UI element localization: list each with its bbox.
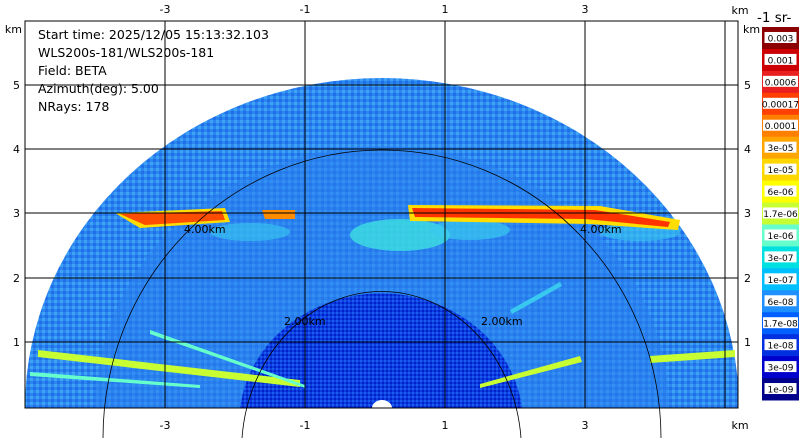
colorbar-label-bg	[763, 119, 798, 131]
colorbar-label-bg	[763, 75, 798, 87]
y-tick-label: 4	[744, 143, 751, 156]
clutter-streak	[480, 356, 582, 388]
colorbar-title: -1 sr-	[757, 10, 792, 26]
colorbar-label-bg	[764, 163, 797, 175]
scan-info-panel: Start time: 2025/12/05 15:13:32.103 WLS2…	[38, 26, 269, 116]
colorbar-label: 0.003	[768, 34, 794, 44]
clutter-streak	[650, 350, 735, 363]
cloud-layer-left-b	[262, 210, 295, 219]
x-unit-label: km	[731, 4, 748, 17]
y-unit-label: km	[743, 23, 760, 36]
y-unit-label: km	[5, 23, 22, 36]
y-tick-label: 5	[13, 79, 20, 92]
colorbar-label-bg	[763, 97, 798, 109]
colorbar-label: 1.7e-06	[763, 210, 798, 220]
colorbar-label: 1e-08	[768, 342, 794, 352]
x-unit-label: km	[731, 419, 748, 432]
colorbar-label: 1e-07	[768, 276, 794, 286]
colorbar-label-bg	[764, 229, 797, 241]
y-axis-left: km 5 4 3 2 1	[5, 23, 22, 349]
clutter-streak	[30, 372, 200, 388]
aerosol-patch	[430, 220, 510, 240]
colorbar-label: 3e-09	[768, 364, 794, 374]
y-tick-label: 4	[13, 143, 20, 156]
colorbar-label: 1e-05	[768, 166, 794, 176]
colorbar-label: 0.00017	[762, 100, 799, 110]
colorbar-label-bg	[764, 273, 797, 285]
colorbar-label-bg	[763, 207, 798, 219]
colorbar-label-bg	[764, 339, 797, 351]
colorbar-label-bg	[764, 141, 797, 153]
colorbar-label-bg	[764, 31, 797, 43]
colorbar-label-bg	[763, 317, 798, 329]
clutter-streak	[510, 282, 562, 314]
y-tick-label: 5	[744, 79, 751, 92]
range-ring-label: 4.00km	[580, 223, 622, 236]
radar-data-layer	[25, 78, 738, 408]
clutter-streak	[38, 350, 300, 387]
colorbar-label: 1.7e-08	[763, 320, 798, 330]
range-ring-label: 4.00km	[184, 223, 226, 236]
x-axis-bottom: -3 -1 1 3 km	[160, 419, 749, 432]
y-tick-label: 3	[13, 207, 20, 220]
y-tick-label: 1	[744, 336, 751, 349]
x-tick-label: -1	[300, 419, 311, 432]
x-tick-label: -3	[160, 3, 171, 16]
x-axis-top: -3 -1 1 3 km	[160, 3, 749, 17]
colorbar-label-bg	[764, 185, 797, 197]
colorbar-label-bg	[764, 383, 797, 395]
x-tick-label: -1	[300, 3, 311, 16]
aerosol-patch	[210, 223, 290, 241]
colorbar-label: 6e-08	[768, 298, 794, 308]
colorbar-label: 1e-09	[768, 386, 794, 396]
azimuth-label: Azimuth(deg): 5.00	[38, 81, 159, 96]
nrays-label: NRays: 178	[38, 99, 110, 114]
y-tick-label: 2	[744, 272, 751, 285]
colorbar-label: 3e-07	[768, 254, 794, 264]
radar-origin	[372, 400, 392, 408]
aerosol-patch	[350, 219, 450, 251]
colorbar: 0.003 0.001 0.0006 0.00017 0.0001 3e-05 1e-05 6…	[762, 27, 799, 401]
x-tick-label: 3	[582, 3, 589, 16]
colorbar-label: 1e-06	[768, 232, 794, 242]
x-tick-label: 1	[442, 3, 449, 16]
instrument-label: WLS200s-181/WLS200s-181	[38, 45, 215, 60]
colorbar-label-bg	[764, 295, 797, 307]
field-label: Field: BETA	[38, 63, 107, 78]
y-axis-right: km 5 4 3 2 1	[743, 23, 760, 349]
colorbar-label-bg	[764, 251, 797, 263]
colorbar-label: 0.0001	[765, 122, 797, 132]
x-tick-label: 3	[582, 419, 589, 432]
start-time-label: Start time: 2025/12/05 15:13:32.103	[38, 27, 269, 42]
colorbar-label-bg	[764, 53, 797, 65]
y-tick-label: 2	[13, 272, 20, 285]
colorbar-label: 3e-05	[768, 144, 794, 154]
x-tick-label: 1	[442, 419, 449, 432]
range-ring-label: 2.00km	[284, 315, 326, 328]
cloud-layer-left-core	[120, 211, 225, 225]
y-tick-label: 1	[13, 336, 20, 349]
colorbar-label: 0.0006	[765, 78, 797, 88]
colorbar-label: 0.001	[768, 56, 794, 66]
x-tick-label: -3	[160, 419, 171, 432]
range-ring-label: 2.00km	[481, 315, 523, 328]
colorbar-label: 6e-06	[768, 188, 794, 198]
scan-sector-inner	[240, 293, 522, 408]
range-rings	[102, 149, 662, 438]
grid	[24, 20, 739, 409]
colorbar-label-bg	[764, 361, 797, 373]
clutter-streak	[150, 330, 305, 388]
y-tick-label: 3	[744, 207, 751, 220]
